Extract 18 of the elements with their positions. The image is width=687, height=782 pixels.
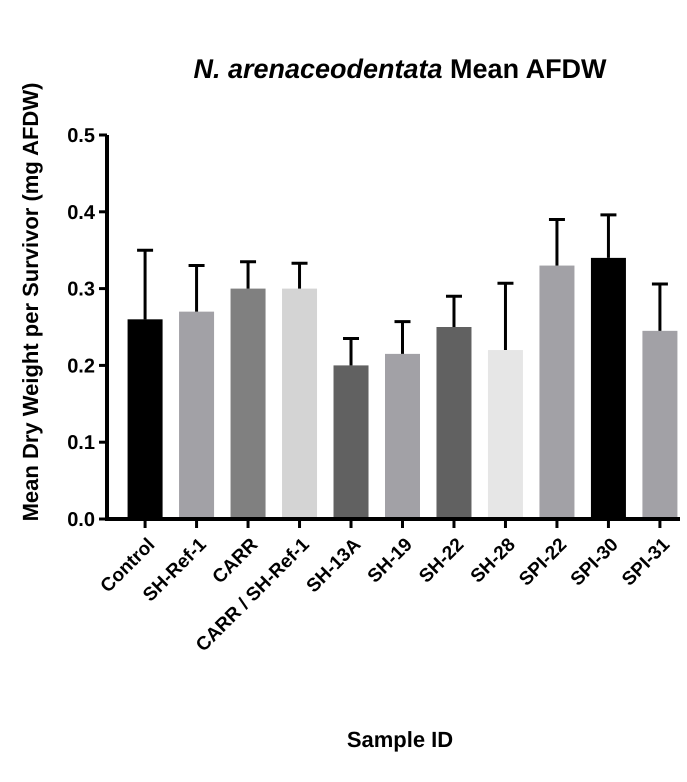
y-tick-label: 0.2 [67,355,95,378]
bar [334,365,369,519]
bar [436,327,472,519]
y-axis-title: Mean Dry Weight per Survivor (mg AFDW) [18,82,43,522]
chart-title: N. arenaceodentata Mean AFDW [193,54,608,84]
y-tick-label: 0.3 [67,278,95,301]
bar [384,354,420,519]
bar [642,330,678,519]
bar [488,350,523,519]
y-tick-label: 0.1 [67,432,95,454]
y-tick-label: 0.0 [67,509,95,531]
x-axis-title: Sample ID [346,727,454,752]
bar [282,288,318,519]
y-tick-label: 0.5 [67,125,95,147]
bar [230,288,266,519]
bar [179,312,214,519]
y-tick-label: 0.4 [67,202,96,224]
bar [539,266,574,519]
